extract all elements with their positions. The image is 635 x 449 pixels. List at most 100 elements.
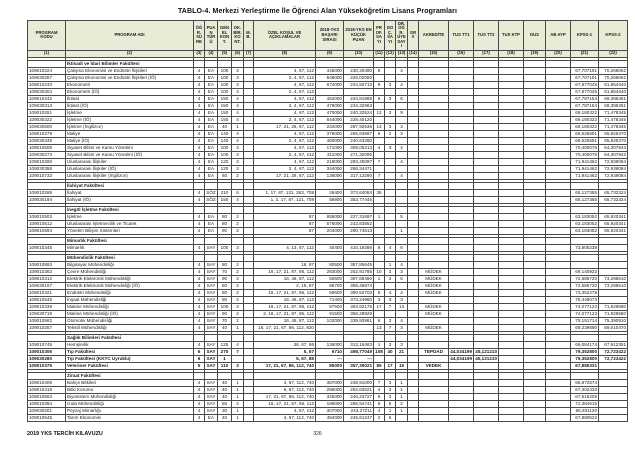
cell-kont: 60 <box>217 171 232 180</box>
cell-mb <box>243 212 254 221</box>
cell-puanmin: 240,63280 <box>343 136 374 145</box>
cell-kod: 109010306 <box>27 347 66 356</box>
cell-mb <box>243 188 254 197</box>
cell-ad: Bilgisayar Mühendisliği <box>65 260 194 269</box>
cell-akredite <box>418 253 449 262</box>
cell-sira: 56900 <box>315 195 344 204</box>
cell-abayp <box>545 87 571 96</box>
cell-sira: 80500 <box>315 260 344 269</box>
cell-mb <box>243 129 254 138</box>
cell-sira: 548000 <box>315 73 344 82</box>
cell-akredite <box>418 219 449 228</box>
cell-kosul: 5, 67 <box>253 347 316 356</box>
cell-prof: 6 <box>373 243 385 252</box>
cell-sira <box>315 205 344 214</box>
cell-sure: 4 <box>193 295 205 304</box>
cell-kpss1: 69,525691 <box>570 136 599 145</box>
cell-abayp <box>545 406 571 415</box>
cell-prof: 5 <box>373 288 385 297</box>
cell-akredite <box>418 129 449 138</box>
cell-kpss2: 61,854340 <box>598 87 628 96</box>
cell-prof: 2 <box>373 413 385 422</box>
cell-sira: 219000 <box>315 157 344 166</box>
cell-puanmin <box>343 253 374 262</box>
cell-kont: 65 <box>217 399 232 408</box>
cell-drogr: 3 <box>395 129 408 138</box>
cell-mb <box>243 195 254 204</box>
cell-tus2 <box>473 150 499 159</box>
cell-sira: 136000 <box>315 340 344 349</box>
cell-puanmin: 397,69490 <box>343 274 374 283</box>
cell-kont: 30 <box>217 406 232 415</box>
cell-prof: 85 <box>373 361 385 370</box>
cell-kpss1: 67,885331 <box>570 361 599 370</box>
cell-kpss2: 72,939084 <box>598 171 628 180</box>
cell-tus1 <box>448 281 474 290</box>
cell-ad: Uluslararası İşletmecilik ve Ticaret <box>65 219 194 228</box>
cell-kpss1: 72,585720 <box>570 281 599 290</box>
cell-drogr: 13 <box>395 302 408 311</box>
cell-doc <box>384 171 396 180</box>
table-row: 109030358 Uluslararası İlişkiler (İÖ) 4 EA 1… <box>27 164 628 173</box>
col-num-kont: (5) <box>217 49 232 58</box>
col-kont: GENEL KONT. <box>217 20 232 51</box>
cell-dus <box>523 295 546 304</box>
cell-mb <box>243 164 254 173</box>
cell-kod: 109030304 <box>27 87 66 96</box>
cell-sure: 4 <box>193 323 205 332</box>
cell-okbir <box>231 205 244 214</box>
cell-kpss1: 75,448073 <box>570 295 599 304</box>
cell-akredite <box>418 115 449 124</box>
cell-mb <box>243 333 254 342</box>
cell-kosul: 16, 87 <box>253 260 316 269</box>
cell-okbir: 1 <box>231 406 244 415</box>
cell-prof <box>373 59 385 68</box>
cell-tusktp <box>498 136 524 145</box>
cell-akredite <box>418 243 449 252</box>
cell-kod: 109010503 <box>27 212 66 221</box>
cell-abayp <box>545 157 571 166</box>
cell-kont: 140 <box>217 136 232 145</box>
cell-kod <box>27 236 66 245</box>
cell-abayp <box>545 281 571 290</box>
cell-tus1 <box>448 288 474 297</box>
cell-kont: 80 <box>217 219 232 228</box>
cell-tus1 <box>448 157 474 166</box>
cell-kpss1: 67,515205 <box>570 392 599 401</box>
cell-kont: 90 <box>217 274 232 283</box>
cell-mb <box>243 406 254 415</box>
cell-okbir: 4 <box>231 115 244 124</box>
cell-kont: 125 <box>217 340 232 349</box>
cell-prof: 17 <box>373 302 385 311</box>
cell-puan: EA <box>204 164 218 173</box>
cell-puanmin <box>343 236 374 245</box>
cell-kpss2: 71,478345 <box>598 108 628 117</box>
cell-drogr <box>395 181 408 190</box>
cell-tusktp <box>498 143 524 152</box>
cell-kpss1: 63,183052 <box>570 212 599 221</box>
cell-akredite <box>418 87 449 96</box>
cell-akredite: MÜDEK <box>418 323 449 332</box>
cell-abayp <box>545 354 571 363</box>
cell-drogr <box>395 195 408 204</box>
cell-mb <box>243 136 254 145</box>
cell-kpss1 <box>570 236 599 245</box>
cell-dus <box>523 219 546 228</box>
cell-sure: 4 <box>193 188 205 197</box>
cell-tus2 <box>473 260 499 269</box>
cell-puan: EA <box>204 87 218 96</box>
cell-mb <box>243 101 254 110</box>
cell-sira: 325000 <box>315 392 344 401</box>
table-row: 109010363 Çevre Mühendisliği 4 SAY 70 2 16, 17… <box>27 267 628 276</box>
cell-kpss1: 71,941462 <box>570 171 599 180</box>
cell-kosul: 87 <box>253 219 316 228</box>
cell-puan: EA <box>204 157 218 166</box>
cell-dus <box>523 378 546 387</box>
cell-drogr <box>395 219 408 228</box>
cell-sure: 5 <box>193 361 205 370</box>
cell-puan: SAY <box>204 399 218 408</box>
col-sira: 2018-YKS BAŞARI SIRASI <box>315 20 344 51</box>
cell-prof <box>373 195 385 204</box>
cell-drogr: 1 <box>395 406 408 415</box>
cell-prof: 7 <box>373 171 385 180</box>
